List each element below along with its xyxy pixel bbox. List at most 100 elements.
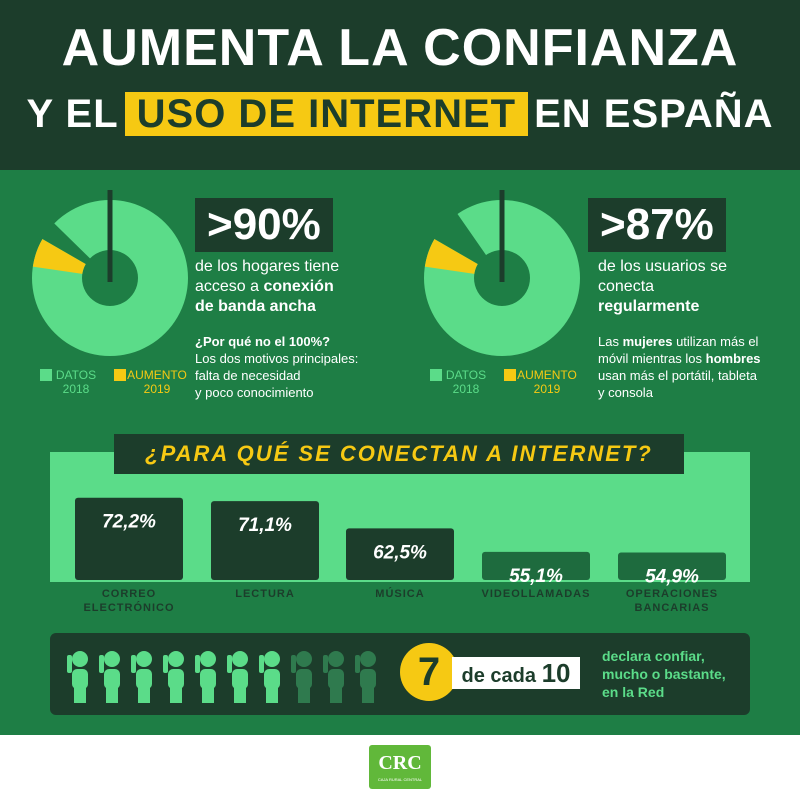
bar-5: [618, 552, 726, 580]
stat-2-note-2-pre: móvil mientras los: [598, 351, 706, 366]
person-icon-8: [291, 651, 312, 703]
bar-value-label-5: 54,9%: [645, 566, 699, 587]
title-line-2-post: EN ESPAÑA: [534, 92, 774, 136]
person-icon-1: [67, 651, 88, 703]
people-desc-2: mucho o bastante,: [602, 666, 726, 682]
legend-2-aumento-l1: AUMENTO: [517, 368, 577, 382]
bar-4: [482, 551, 590, 580]
donut-charts: [31, 190, 580, 356]
person-icon-4: [163, 651, 184, 703]
stat-2-note-1: Las mujeres utilizan más el: [598, 333, 761, 350]
legend-2-datos-l2: 2018: [452, 382, 480, 396]
legend-1-aumento: AUMENTO 2019: [122, 368, 192, 396]
legend-2-datos: DATOS 2018: [436, 368, 496, 396]
stat-2-line-b: conecta: [598, 278, 655, 295]
stat-2-value: >87%: [588, 198, 726, 252]
person-icon-6: [227, 651, 248, 703]
logo-text: CRC: [378, 752, 422, 774]
stat-1-note: ¿Por qué no el 100%? Los dos motivos pri…: [195, 333, 358, 401]
stat-2-note-3: usan más el portátil, tableta: [598, 368, 757, 383]
title-highlight: USO DE INTERNET: [124, 92, 529, 136]
bar-category-label-4: VIDEOLLAMADAS: [481, 588, 591, 600]
people-desc-3: en la Red: [602, 684, 665, 700]
section-title: ¿PARA QUÉ SE CONECTAN A INTERNET?: [114, 434, 684, 474]
legend-1-datos: DATOS 2018: [46, 368, 106, 396]
donut-chart-households: [31, 200, 188, 356]
stat-2-note-1-post: utilizan más el: [672, 334, 759, 349]
legend-2-aumento-swatch: [504, 369, 516, 381]
people-desc-1: declara confiar,: [602, 648, 705, 664]
legend-2-datos-swatch: [430, 369, 442, 381]
donut-1-slice-datos: [31, 200, 188, 356]
bar-value-label-3: 62,5%: [373, 542, 427, 563]
person-icon-5: [195, 651, 216, 703]
bar-value-label-2: 71,1%: [238, 515, 292, 536]
bar-category-label-2: LECTURA: [235, 588, 295, 600]
legend-2-aumento-l2: 2019: [533, 382, 561, 396]
person-icon-9: [323, 651, 344, 703]
stat-1-answer-3: y poco conocimiento: [195, 385, 314, 400]
bar-value-label-4: 55,1%: [509, 566, 563, 587]
person-icon-10: [355, 651, 376, 703]
stat-2-note-2-bold: hombres: [705, 351, 761, 366]
people-icons: [67, 651, 376, 703]
header: AUMENTA LA CONFIANZA Y EL USO DE INTERNET…: [0, 0, 800, 170]
people-total: 10: [541, 658, 571, 688]
stat-2-note-4: y consola: [598, 385, 653, 400]
donut-1-slice-gap: [41, 222, 91, 265]
bar-3: [346, 528, 454, 580]
stat-1-line-b-pre: acceso a: [195, 278, 264, 295]
donut-2-slice-gap: [433, 213, 487, 265]
donut-1-slice-aumento: [32, 239, 86, 274]
person-icon-2: [99, 651, 120, 703]
stat-2-note-1-bold: mujeres: [622, 334, 673, 349]
stat-2-line-a: de los usuarios se: [598, 258, 727, 275]
bar-2: [211, 501, 319, 580]
stat-1-line-c-bold: de banda ancha: [195, 298, 316, 315]
people-ratio-box: de cada 10: [452, 657, 580, 689]
logo-subtext: CAJA RURAL CENTRAL: [377, 777, 423, 782]
title-line-2-pre: Y EL: [26, 92, 119, 136]
legend-1-datos-l2: 2018: [62, 382, 90, 396]
donut-2-slice-aumento: [424, 239, 478, 274]
bar-category-label-1: CORREO ELECTRÓNICO: [83, 588, 175, 614]
stat-1-question: ¿Por qué no el 100%?: [195, 334, 331, 349]
people-of-text: de cada: [461, 665, 536, 687]
stat-1-line-b-bold: conexión: [263, 278, 334, 295]
stat-1-answer-1: Los dos motivos principales:: [195, 351, 359, 366]
stat-1-line-a: de los hogares tiene: [195, 258, 340, 275]
bar-group: 72,2% 71,1% 62,5% 55,1% 54,9%: [75, 497, 726, 587]
legend-1-datos-l1: DATOS: [55, 368, 97, 382]
bar-value-label-1: 72,2%: [102, 512, 156, 533]
stat-2-line-c: regularmente: [598, 297, 727, 317]
legend-1-aumento-swatch: [114, 369, 126, 381]
legend-2-datos-l1: DATOS: [445, 368, 487, 382]
stat-2-note-1-pre: Las: [598, 334, 623, 349]
people-panel: 7 de cada 10 declara confiar, mucho o ba…: [50, 633, 750, 715]
legend-1-datos-swatch: [40, 369, 52, 381]
stat-1-value: >90%: [195, 198, 333, 252]
stat-1-line-b: acceso a conexión: [195, 277, 339, 297]
stat-2-note-2: móvil mientras los hombres: [598, 350, 761, 367]
bar-chart: 72,2% 71,1% 62,5% 55,1% 54,9%: [75, 497, 726, 587]
stat-2-note: Las mujeres utilizan más el móvil mientr…: [598, 333, 761, 401]
people-description: declara confiar, mucho o bastante, en la…: [602, 647, 726, 701]
legend-1-aumento-l2: 2019: [143, 382, 171, 396]
bar-1: [75, 497, 183, 580]
bar-category-label-5: OPERACIONES BANCARIAS: [625, 588, 719, 614]
stat-1-answer-2: falta de necesidad: [195, 368, 301, 383]
person-icon-3: [131, 651, 152, 703]
stat-2-line-c-bold: regularmente: [598, 298, 700, 315]
stat-1-line-c: de banda ancha: [195, 297, 339, 317]
stat-2-text: de los usuarios se conecta regularmente: [598, 257, 727, 317]
title-line-2: Y EL USO DE INTERNET EN ESPAÑA: [0, 92, 800, 137]
crc-logo: CRC CAJA RURAL CENTRAL: [369, 745, 431, 789]
person-icon-7: [259, 651, 280, 703]
stat-1-text: de los hogares tiene acceso a conexión d…: [195, 257, 339, 317]
legend-2-aumento: AUMENTO 2019: [512, 368, 582, 396]
title-line-1: AUMENTA LA CONFIANZA: [61, 19, 739, 77]
donut-chart-users: [424, 200, 580, 356]
legend-1-aumento-l1: AUMENTO: [127, 368, 187, 382]
people-number-circle: 7: [400, 643, 458, 701]
bar-category-label-3: MÚSICA: [375, 588, 425, 600]
